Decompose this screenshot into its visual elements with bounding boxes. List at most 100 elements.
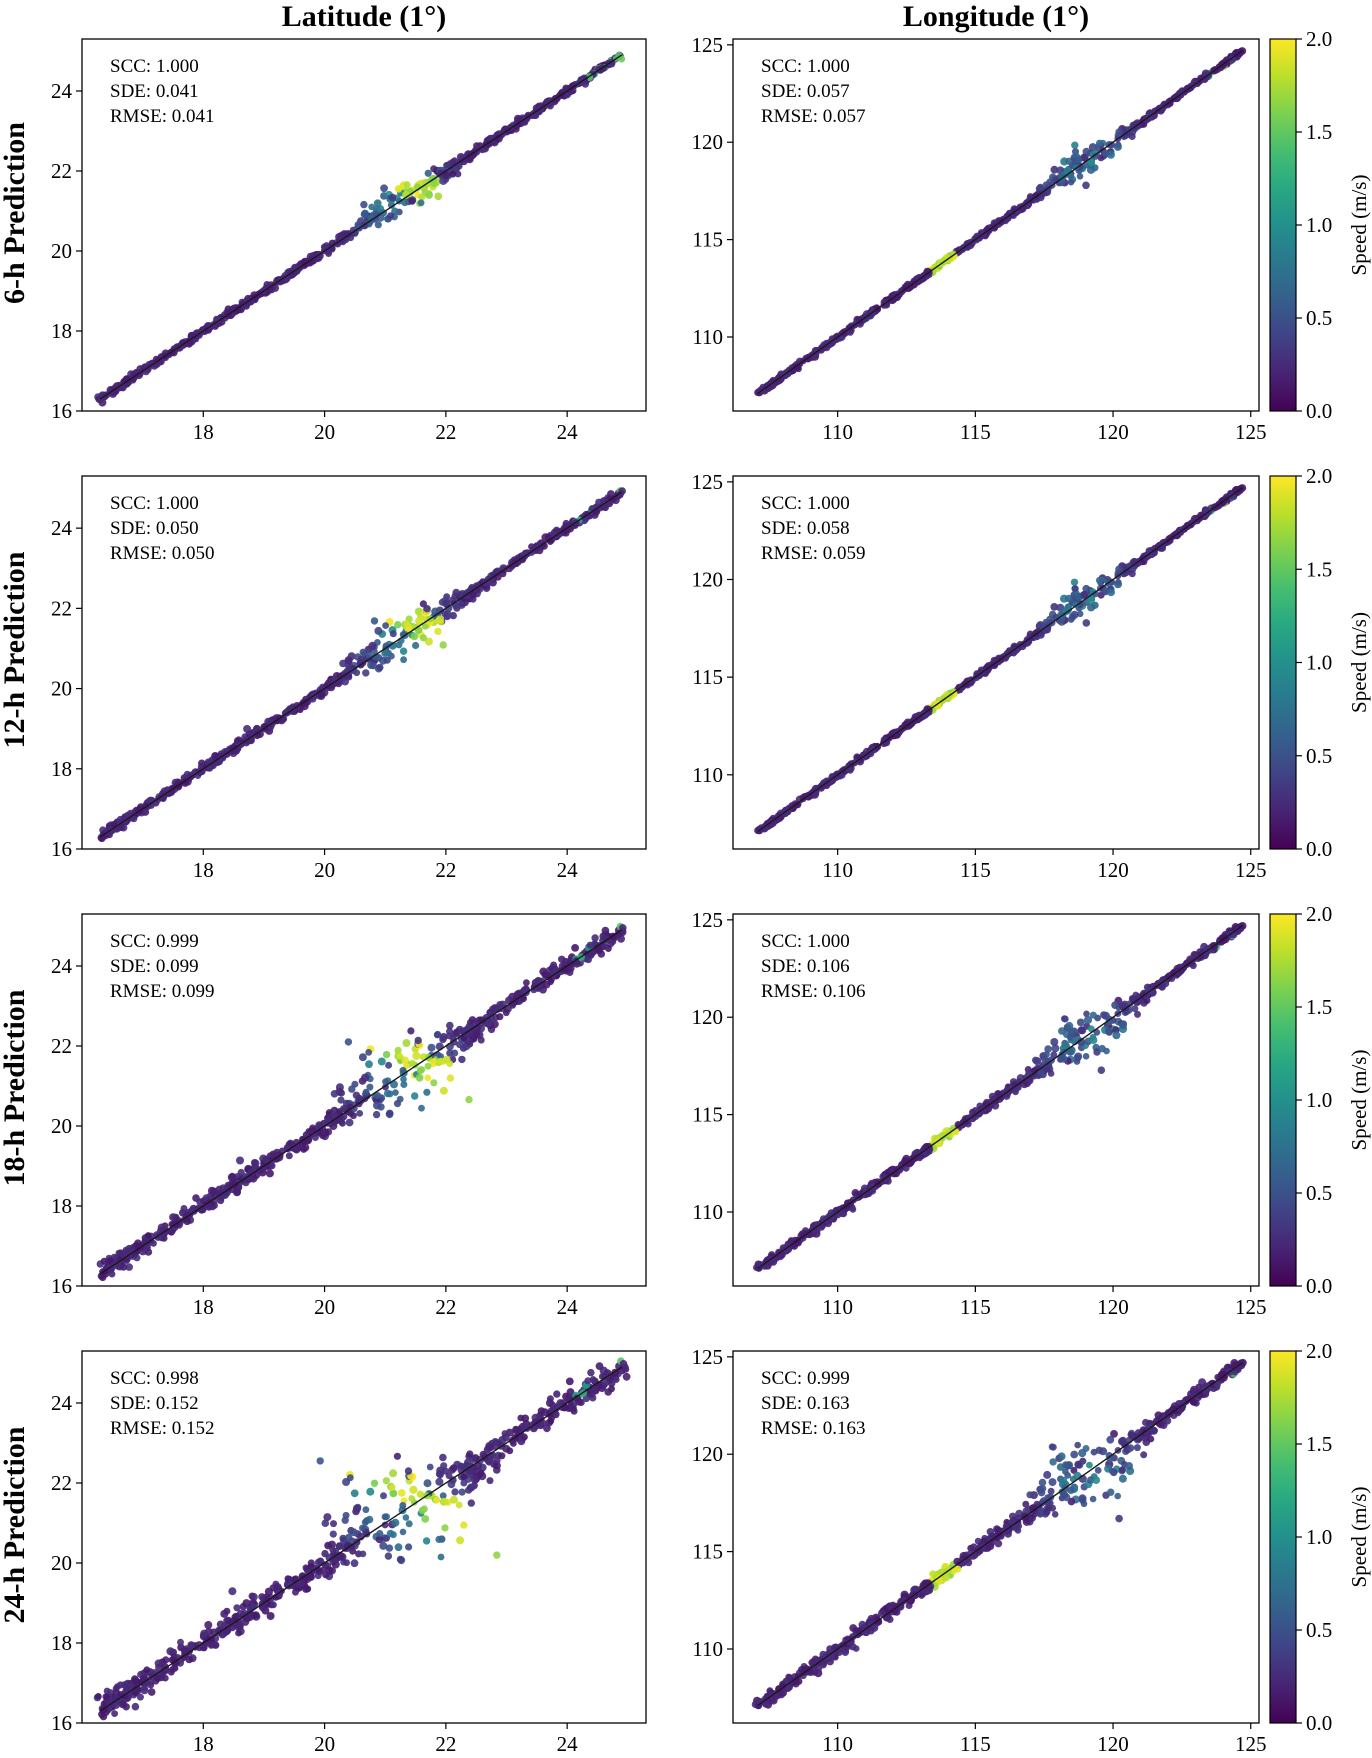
scatter-point [458, 1488, 466, 1496]
scatter-point [354, 221, 362, 229]
scatter-point [412, 641, 420, 650]
scatter-point [1036, 183, 1044, 191]
scatter-point [341, 677, 349, 686]
scatter-point [1074, 155, 1082, 163]
scatter-point [1082, 619, 1091, 627]
scatter-point [389, 1489, 398, 1498]
scatter-point [1113, 142, 1122, 151]
colorbar-tick-label: 1.0 [1306, 213, 1332, 237]
scatter-point [418, 1104, 425, 1112]
scatter-point [449, 1495, 458, 1504]
y-tick-label: 22 [51, 596, 72, 620]
y-tick-label: 20 [51, 1114, 72, 1138]
scatter-point [465, 1486, 473, 1494]
scatter-point [1089, 1036, 1098, 1044]
scatter-point [415, 617, 424, 626]
x-tick-label: 18 [193, 858, 214, 882]
scatter-point [281, 272, 289, 279]
scatter-point [365, 1060, 373, 1069]
scatter-point [389, 1531, 397, 1539]
y-tick-label: 24 [51, 954, 73, 978]
scatter-point [1134, 1010, 1141, 1018]
scatter-point [235, 1629, 243, 1637]
y-tick-label: 16 [51, 1274, 72, 1298]
scatter-point [385, 1544, 394, 1552]
scatter-point [441, 1498, 449, 1506]
scatter-point [882, 1176, 890, 1184]
scatter-point [360, 210, 369, 219]
scatter-point [407, 1027, 415, 1035]
scatter-point [1101, 587, 1109, 594]
y-tick-label: 120 [692, 568, 724, 592]
x-tick-label: 115 [960, 1295, 991, 1319]
y-tick-label: 115 [692, 1103, 723, 1127]
stat-label: SCC: 1.000 [110, 56, 199, 77]
scatter-point [499, 564, 508, 573]
scatter-point [262, 1156, 270, 1164]
scatter-point [409, 1485, 418, 1494]
colorbar-tick-label: 1.0 [1306, 651, 1332, 675]
axes-frame [81, 38, 647, 412]
scatter-point [351, 1080, 359, 1088]
scatter-point [552, 967, 561, 976]
scatter-point [417, 1066, 426, 1074]
x-tick-label: 120 [1097, 1295, 1129, 1319]
x-tick-label: 22 [435, 420, 456, 444]
scatter-point [1051, 1044, 1060, 1053]
scatter-point [547, 1417, 555, 1425]
scatter-point [1032, 1056, 1040, 1064]
scatter-point [410, 632, 419, 641]
scatter-point [547, 978, 554, 986]
scatter-point [452, 588, 461, 597]
scatter-point [571, 944, 579, 952]
row-title-18h: 18-h Prediction [0, 989, 31, 1186]
scatter-point [376, 1530, 384, 1538]
scatter-point [330, 1520, 337, 1528]
scatter-point [344, 1038, 353, 1046]
scatter-point [234, 1188, 241, 1196]
stat-label: SDE: 0.057 [761, 81, 850, 102]
scatter-point [419, 634, 427, 642]
stat-label: SDE: 0.099 [110, 956, 199, 977]
scatter-point [315, 1567, 323, 1575]
stat-label: SCC: 0.999 [110, 931, 199, 952]
scatter-point [200, 1629, 209, 1638]
scatter-point [591, 934, 599, 942]
scatter-point [370, 617, 379, 625]
scatter-point [1114, 580, 1122, 589]
scatter-point [1037, 1069, 1045, 1077]
scatter-point [1106, 150, 1115, 159]
scatter-point [384, 1552, 393, 1560]
scatter-point [398, 1489, 406, 1497]
scatter-point [1082, 1053, 1090, 1060]
scatter-point [938, 1131, 947, 1140]
scatter-point [400, 1081, 408, 1088]
scatter-point [330, 1111, 338, 1119]
fit-line [757, 925, 1243, 1270]
scatter-point [125, 1263, 133, 1271]
scatter-point [207, 1641, 215, 1649]
scatter-point [1074, 592, 1082, 600]
scatter-point [1050, 165, 1059, 174]
colorbar-tick-label: 0.0 [1306, 1274, 1332, 1298]
scatter-point [442, 172, 450, 180]
scatter-point [342, 1478, 351, 1486]
scatter-point [446, 1060, 454, 1067]
scatter-point [1112, 1031, 1121, 1040]
scatter-point [424, 637, 433, 646]
scatter-point [437, 618, 445, 626]
stat-label: SCC: 1.000 [761, 56, 850, 77]
scatter-point [434, 1030, 442, 1038]
scatter-point [223, 1628, 231, 1636]
scatter-point [1115, 128, 1124, 137]
fit-line [99, 54, 623, 400]
scatter-point [1083, 1010, 1090, 1018]
scatter-point [402, 1039, 411, 1047]
scatter-point [266, 1612, 275, 1620]
scatter-point [334, 240, 342, 248]
scatter-point [337, 1096, 345, 1104]
scatter-point [242, 1178, 250, 1187]
scatter-point [379, 1541, 388, 1550]
scatter-point [423, 1479, 432, 1488]
